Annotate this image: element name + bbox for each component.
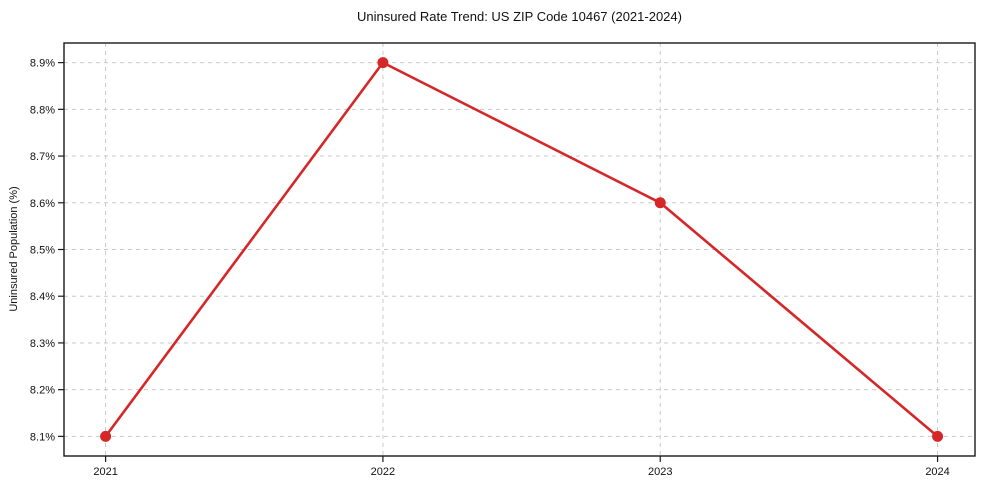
y-tick-label: 8.3%: [30, 338, 55, 350]
y-tick-label: 8.6%: [30, 198, 55, 210]
data-point-marker: [100, 430, 112, 442]
x-tick-label: 2021: [93, 466, 117, 478]
y-tick-label: 8.7%: [30, 151, 55, 163]
data-point-marker: [932, 430, 944, 442]
plot-border: [63, 42, 976, 457]
data-point-marker: [377, 57, 389, 69]
x-tick-label: 2023: [648, 466, 672, 478]
x-tick-label: 2022: [371, 466, 395, 478]
data-point-marker: [654, 197, 666, 209]
y-tick-label: 8.2%: [30, 385, 55, 397]
y-tick-label: 8.9%: [30, 58, 55, 70]
y-tick-label: 8.5%: [30, 245, 55, 257]
y-tick-label: 8.8%: [30, 104, 55, 116]
trend-line: [104, 61, 939, 438]
y-tick-label: 8.4%: [30, 291, 55, 303]
x-tick-label: 2024: [925, 466, 949, 478]
chart-title: Uninsured Rate Trend: US ZIP Code 10467 …: [357, 9, 682, 24]
y-tick-label: 8.1%: [30, 431, 55, 443]
